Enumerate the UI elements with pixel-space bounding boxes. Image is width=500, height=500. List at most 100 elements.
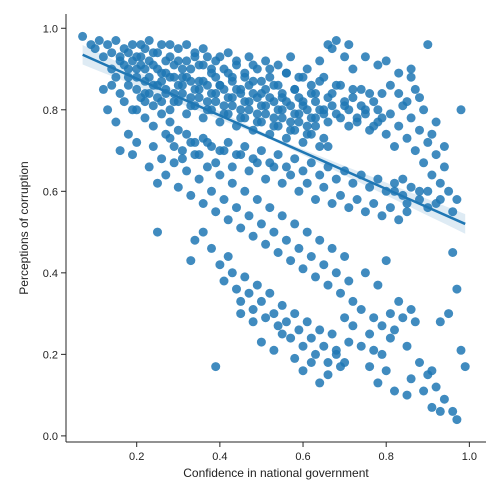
data-point xyxy=(340,358,350,367)
y-tick-label: 1.0 xyxy=(43,23,58,35)
data-point xyxy=(369,121,379,131)
data-point xyxy=(390,386,399,396)
data-point xyxy=(165,117,175,127)
data-point xyxy=(261,56,271,66)
data-point xyxy=(132,105,142,115)
data-point xyxy=(157,109,167,119)
data-point xyxy=(248,60,258,70)
data-point xyxy=(244,288,254,298)
data-point xyxy=(248,231,258,241)
data-point xyxy=(157,68,167,78)
data-point xyxy=(311,195,320,204)
x-axis-label: Confidence in national government xyxy=(183,466,369,480)
data-point xyxy=(340,252,350,261)
data-point xyxy=(410,146,420,156)
data-point xyxy=(377,349,387,359)
data-point xyxy=(290,353,300,363)
data-point xyxy=(315,142,325,151)
regression-line xyxy=(82,53,466,226)
x-tick-label: 0.2 xyxy=(129,451,144,463)
data-point xyxy=(144,72,154,82)
data-point xyxy=(90,44,100,54)
data-point xyxy=(435,178,445,188)
data-point xyxy=(198,44,208,54)
data-point xyxy=(140,97,150,107)
data-point xyxy=(265,64,275,74)
data-point xyxy=(123,129,133,139)
data-point xyxy=(219,276,229,286)
data-point xyxy=(402,97,412,107)
data-point xyxy=(227,101,237,111)
data-point xyxy=(244,166,254,176)
data-point xyxy=(415,358,424,367)
data-point xyxy=(356,84,366,94)
data-point xyxy=(148,121,158,131)
data-point xyxy=(173,80,183,90)
data-point xyxy=(431,199,441,208)
data-point xyxy=(286,333,296,343)
data-point xyxy=(344,203,354,213)
data-point xyxy=(369,199,379,208)
data-point xyxy=(302,64,312,74)
data-point xyxy=(219,146,229,156)
data-point xyxy=(406,374,416,384)
data-point xyxy=(94,36,104,45)
y-tick-label: 0.4 xyxy=(43,268,58,280)
data-point xyxy=(169,158,179,168)
data-point xyxy=(306,358,316,367)
data-point xyxy=(373,280,383,290)
data-point xyxy=(415,93,424,103)
data-point xyxy=(173,44,183,54)
data-point xyxy=(344,276,354,286)
data-point xyxy=(277,89,287,98)
data-point xyxy=(331,80,341,90)
data-point xyxy=(269,309,279,319)
data-point xyxy=(319,133,329,143)
data-point xyxy=(427,366,437,376)
data-point xyxy=(452,415,462,425)
data-point xyxy=(319,182,329,192)
data-point xyxy=(157,76,167,86)
data-point xyxy=(232,56,241,66)
data-point xyxy=(240,186,250,196)
data-point xyxy=(223,93,233,103)
data-point xyxy=(406,64,416,74)
data-point xyxy=(252,117,262,127)
data-point xyxy=(132,84,142,94)
data-point xyxy=(348,321,358,331)
data-point xyxy=(219,195,229,204)
data-point xyxy=(348,296,358,306)
data-point xyxy=(111,36,121,45)
data-point xyxy=(169,142,179,151)
data-point xyxy=(256,219,266,229)
data-point xyxy=(423,40,433,50)
data-point xyxy=(306,89,316,98)
data-point xyxy=(360,207,370,217)
data-point xyxy=(186,256,196,266)
data-point xyxy=(286,170,296,180)
data-point xyxy=(273,321,283,331)
data-point xyxy=(252,158,262,168)
data-point xyxy=(435,406,445,416)
data-point xyxy=(219,101,229,111)
data-point xyxy=(385,309,395,319)
data-point xyxy=(215,260,225,270)
data-point xyxy=(198,113,208,123)
data-point xyxy=(406,305,416,314)
data-point xyxy=(115,52,125,62)
data-point xyxy=(157,40,167,50)
data-point xyxy=(269,113,279,123)
data-point xyxy=(227,268,237,278)
data-point xyxy=(460,362,470,372)
data-point xyxy=(277,300,287,310)
data-point xyxy=(452,284,462,294)
y-axis-ticks: 0.0 0.2 0.4 0.6 0.8 1.0 xyxy=(43,23,66,443)
data-point xyxy=(277,329,287,339)
data-point xyxy=(248,305,258,314)
data-point xyxy=(153,178,162,188)
data-point xyxy=(323,280,333,290)
data-point xyxy=(344,337,354,347)
data-point xyxy=(128,150,137,160)
data-point xyxy=(265,203,275,213)
data-point xyxy=(323,117,333,127)
